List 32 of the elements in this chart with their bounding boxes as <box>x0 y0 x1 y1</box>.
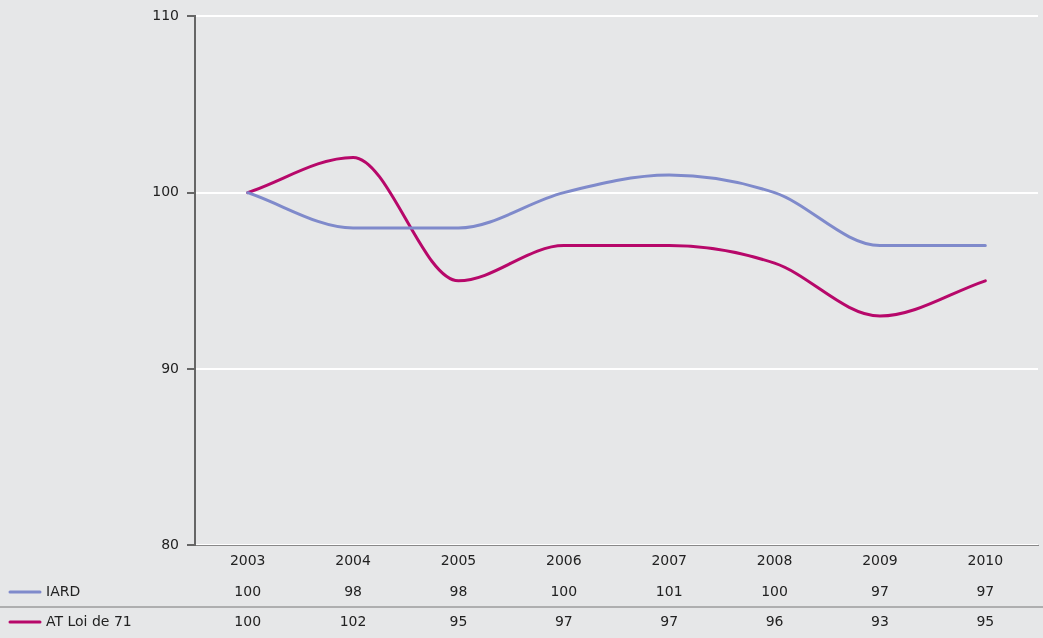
y-tick-label: 110 <box>152 7 179 24</box>
legend-label: IARD <box>46 582 81 599</box>
data-label: 95 <box>976 612 995 629</box>
data-label: 102 <box>339 612 367 629</box>
y-tick-label: 100 <box>152 183 179 200</box>
y-tick-label: 80 <box>161 535 179 552</box>
data-label: 95 <box>449 612 468 629</box>
x-tick-label: 2003 <box>229 552 266 569</box>
data-label: 97 <box>976 582 995 599</box>
line-series <box>246 155 987 318</box>
data-label: 98 <box>449 582 468 599</box>
data-label: 98 <box>344 582 362 599</box>
data-label: 100 <box>761 582 788 599</box>
data-label: 100 <box>234 612 262 629</box>
x-tick-label: 2008 <box>756 552 793 569</box>
legend-label: AT Loi de 71 <box>46 612 132 629</box>
data-label: 97 <box>660 612 679 629</box>
x-tick-label: 2006 <box>545 552 582 569</box>
data-label: 100 <box>550 582 578 599</box>
x-tick-label: 2010 <box>967 552 1004 569</box>
data-label: 100 <box>234 582 262 599</box>
data-label: 93 <box>871 612 889 629</box>
x-tick-label: 2005 <box>440 552 477 569</box>
line-series <box>246 173 987 248</box>
data-label: 97 <box>871 582 889 599</box>
data-label: 97 <box>554 612 573 629</box>
x-tick-label: 2004 <box>335 552 371 569</box>
data-label: 96 <box>765 612 784 629</box>
data-label: 101 <box>655 582 683 599</box>
x-tick-label: 2009 <box>862 552 898 569</box>
x-tick-label: 2007 <box>651 552 688 569</box>
y-tick-label: 90 <box>161 359 179 376</box>
